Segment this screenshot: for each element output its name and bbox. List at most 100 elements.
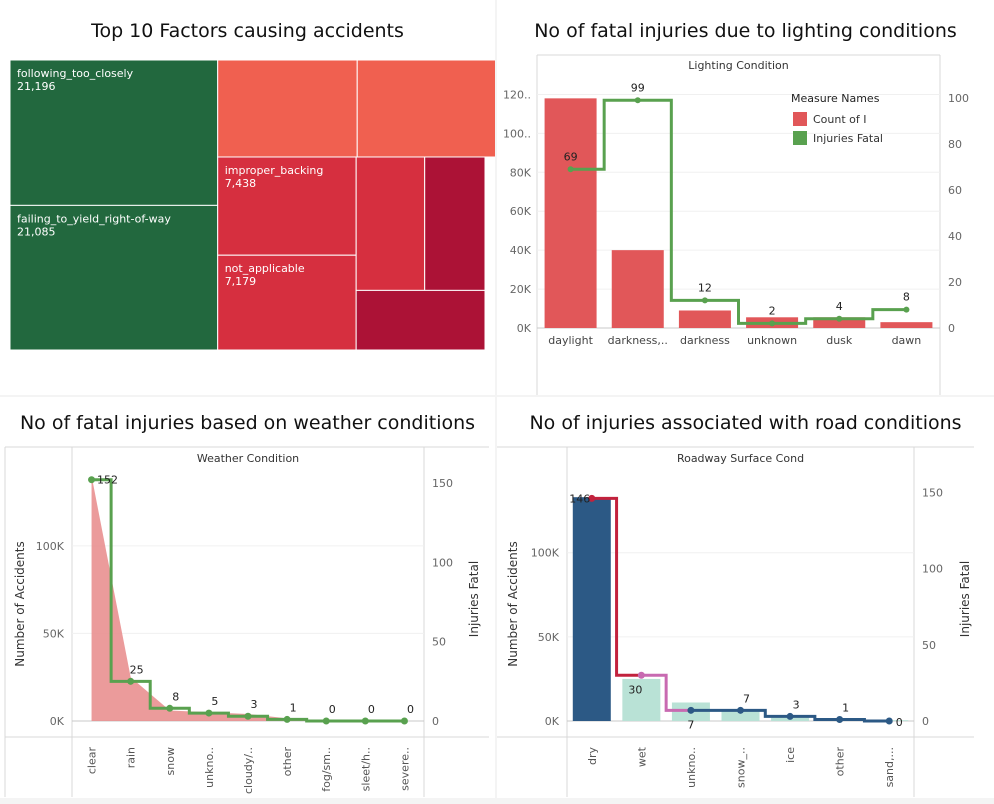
road-step-segment: [839, 717, 890, 723]
road-y2-tick: 0: [922, 715, 929, 728]
lighting-line-label: 8: [903, 291, 910, 304]
treemap-label: not_applicable: [225, 262, 305, 275]
weather-panel: No of fatal injuries based on weather co…: [0, 397, 495, 798]
treemap-label: improper_backing: [225, 164, 324, 177]
road-panel: No of injuries associated with road cond…: [497, 397, 994, 798]
lighting-bar: [813, 317, 866, 328]
lighting-chart: Lighting Condition0K20K40K60K80K100..120…: [503, 54, 969, 395]
lighting-bar: [544, 98, 597, 328]
road-y2label: Injuries Fatal: [958, 561, 972, 637]
lighting-title: No of fatal injuries due to lighting con…: [534, 20, 957, 42]
road-line-label: 1: [842, 701, 849, 714]
road-bar: [622, 678, 661, 721]
lighting-line-label: 4: [836, 300, 843, 313]
lighting-y-tick: 20K: [510, 283, 532, 296]
road-chart: Roadway Surface Cond 0K 50K 100K 0 50 100 150 Nu…: [497, 446, 974, 797]
lighting-axis-title: Lighting Condition: [688, 59, 788, 72]
lighting-line-point: [769, 320, 776, 327]
weather-line-point: [361, 717, 369, 725]
road-x-tick: unkno..: [685, 747, 698, 788]
lighting-line-point: [634, 97, 641, 104]
weather-line-label: 152: [97, 474, 118, 487]
weather-y-tick: 0K: [50, 715, 65, 728]
lighting-y-tick: 60K: [510, 205, 532, 218]
treemap-value: 21,196: [17, 80, 56, 93]
weather-line-label: 8: [172, 690, 179, 703]
lighting-x-tick: dusk: [826, 334, 853, 347]
road-y-tick: 50K: [538, 631, 560, 644]
weather-y2-tick: 50: [432, 636, 446, 649]
lighting-legend-swatch-count: [793, 112, 807, 126]
road-line-label: 0: [896, 716, 903, 729]
treemap-value: 7,179: [225, 275, 256, 288]
lighting-bar: [678, 310, 731, 328]
treemap-title: Top 10 Factors causing accidents: [91, 20, 404, 42]
lighting-line-label: 69: [564, 150, 578, 163]
lighting-line-label: 2: [769, 304, 776, 317]
weather-x-tick: snow: [164, 747, 177, 775]
weather-line-label: 5: [211, 695, 218, 708]
treemap-cell: [356, 59, 495, 158]
road-ylabel: Number of Accidents: [506, 541, 520, 667]
lighting-y2-tick: 100: [948, 92, 969, 105]
treemap-cell: [217, 59, 358, 158]
weather-x-tick: sleet/h..: [359, 747, 372, 791]
weather-line-point: [400, 717, 408, 725]
road-line-label: 30: [628, 683, 642, 696]
weather-x-tick: rain: [125, 747, 138, 768]
road-step-segment: [790, 714, 840, 721]
weather-line-label: 0: [368, 703, 375, 716]
treemap-panel: Top 10 Factors causing accidents followi…: [0, 0, 495, 395]
weather-line-point: [283, 715, 291, 723]
weather-line-label: 1: [290, 701, 297, 714]
weather-line-label: 25: [130, 663, 144, 676]
weather-x-tick: other: [281, 747, 294, 777]
weather-x-tick: cloudy/..: [242, 747, 255, 794]
road-step-segment: [740, 708, 791, 718]
road-x-tick: wet: [635, 746, 648, 767]
road-step-segment: [641, 673, 691, 712]
lighting-y2-tick: 20: [948, 276, 962, 289]
road-line-point: [687, 706, 695, 714]
lighting-x-tick: dawn: [892, 334, 922, 347]
weather-axis-title: Weather Condition: [197, 452, 299, 465]
weather-y-tick: 100K: [36, 540, 65, 553]
weather-x-tick: fog/sm..: [320, 747, 333, 792]
weather-x-tick: clear: [86, 747, 99, 775]
weather-line-point: [127, 677, 135, 685]
road-y-tick: 100K: [531, 547, 560, 560]
weather-line-point: [88, 476, 96, 484]
road-line-point: [737, 706, 744, 714]
weather-y2label: Injuries Fatal: [467, 561, 481, 637]
lighting-step-line: [570, 98, 907, 325]
treemap-cell: [355, 289, 486, 351]
road-y2-tick: 150: [922, 486, 943, 499]
road-y2-tick: 100: [922, 563, 943, 576]
road-line-label: 7: [743, 692, 750, 705]
lighting-y-tick: 120..: [503, 88, 531, 101]
lighting-bar: [611, 250, 664, 328]
road-line-point: [885, 717, 893, 725]
weather-y-tick: 50K: [43, 627, 65, 640]
road-x-tick: ice: [784, 747, 797, 763]
weather-y2-tick: 100: [432, 556, 453, 569]
lighting-line-point: [836, 315, 843, 322]
lighting-y-tick: 100..: [503, 127, 531, 140]
lighting-y2-tick: 0: [948, 322, 955, 335]
road-bar: [721, 710, 760, 721]
road-line-point: [786, 712, 794, 720]
lighting-x-tick: daylight: [548, 334, 593, 347]
road-line-point: [637, 671, 645, 679]
weather-y2-tick: 150: [432, 477, 453, 490]
treemap-label: failing_to_yield_right-of-way: [17, 212, 171, 225]
lighting-line-label: 99: [631, 81, 645, 94]
weather-ylabel: Number of Accidents: [13, 541, 27, 667]
weather-chart: Weather Condition0K50K100K050100150Numbe…: [4, 446, 489, 797]
weather-line-label: 0: [329, 703, 336, 716]
lighting-y2-tick: 60: [948, 184, 962, 197]
lighting-legend-count: Count of I: [813, 113, 867, 126]
lighting-panel: No of fatal injuries due to lighting con…: [497, 0, 994, 395]
road-x-tick: snow_..: [735, 747, 748, 788]
weather-line-point: [244, 712, 252, 720]
